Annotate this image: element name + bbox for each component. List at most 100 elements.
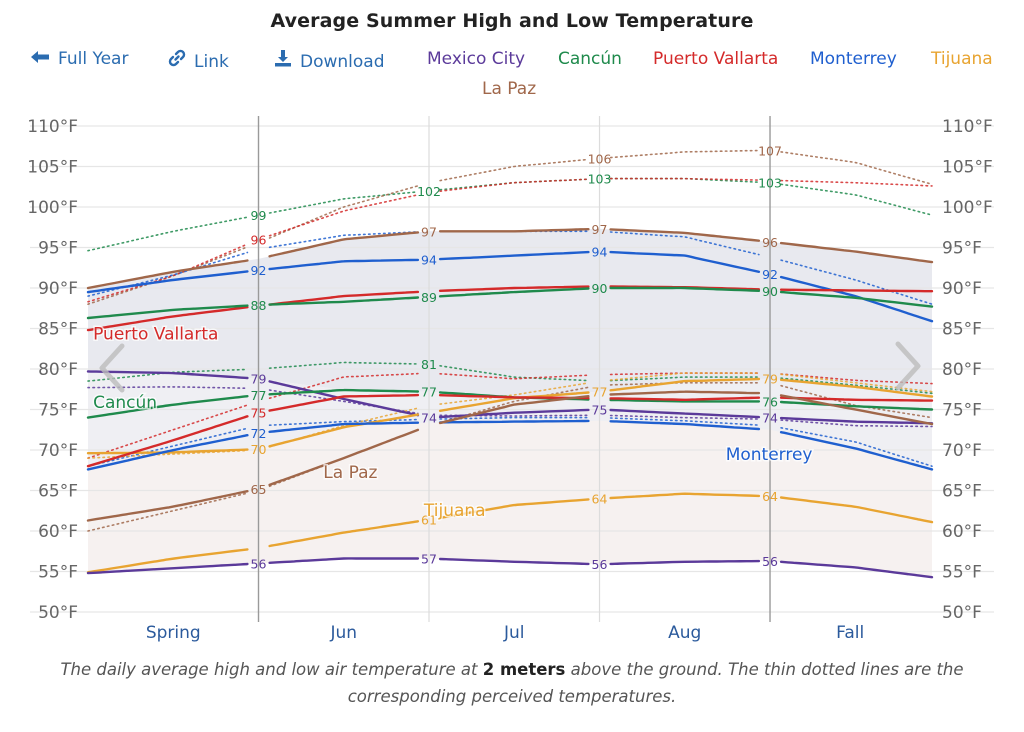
series-label-puerto-vallarta: Puerto Vallarta — [93, 324, 218, 344]
next-chevron-button[interactable] — [895, 341, 921, 391]
x-axis: Spring Jun Jul Aug Fall — [146, 623, 864, 643]
legend-mexico-city[interactable]: Mexico City — [427, 49, 526, 69]
series-segment — [268, 258, 420, 271]
prev-chevron-button[interactable] — [99, 343, 125, 393]
series-segment — [268, 194, 419, 237]
series-segment — [780, 427, 933, 467]
link-button[interactable]: Link — [168, 49, 229, 72]
series-segment — [86, 490, 249, 522]
series-segment — [779, 275, 934, 323]
y-tick-left: 85°F — [38, 320, 78, 340]
series-segment — [609, 414, 760, 420]
series-segment — [779, 241, 934, 264]
y-tick-left: 55°F — [38, 563, 78, 583]
arrow-left-icon — [30, 49, 50, 69]
point-label: 106 — [588, 151, 612, 166]
point-label: 97 — [421, 224, 437, 239]
series-label-cancun: Cancún — [93, 393, 157, 413]
series-segment — [780, 151, 933, 186]
point-label: 56 — [762, 554, 778, 569]
series-segment — [86, 548, 249, 574]
series-la-paz-perceived-high — [87, 149, 933, 305]
y-tick-right: 75°F — [942, 401, 982, 421]
series-segment — [779, 560, 934, 579]
series-puerto-vallarta-perceived-high — [87, 177, 933, 303]
series-segment — [86, 304, 249, 320]
download-button[interactable]: Download — [274, 49, 385, 72]
point-label: 77 — [251, 388, 267, 403]
legend-monterrey[interactable]: Monterrey — [810, 49, 897, 69]
point-label: 107 — [758, 143, 782, 158]
point-label: 65 — [251, 482, 267, 497]
full-year-button[interactable]: Full Year — [30, 49, 128, 69]
y-tick-left: 70°F — [38, 441, 78, 461]
series-segment — [438, 228, 590, 233]
series-segment — [87, 251, 249, 297]
y-tick-left: 65°F — [38, 482, 78, 502]
series-segment — [609, 228, 761, 242]
series-segment — [779, 400, 934, 411]
legend-tijuana[interactable]: Tijuana — [931, 49, 993, 69]
y-tick-right: 70°F — [942, 441, 982, 461]
series-mexico-city-high — [86, 370, 934, 425]
series-segment — [609, 398, 761, 403]
series-segment — [609, 149, 760, 159]
x-tick-aug: Aug — [668, 623, 701, 643]
point-label: 64 — [762, 489, 778, 504]
series-segment — [268, 296, 420, 306]
y-tick-left: 105°F — [27, 158, 78, 178]
y-tick-left: 100°F — [27, 198, 78, 218]
point-label: 103 — [758, 176, 782, 191]
point-label: 102 — [417, 184, 441, 199]
series-segment — [609, 376, 760, 382]
series-segment — [87, 386, 249, 389]
series-segment — [268, 520, 420, 548]
series-segment — [438, 395, 590, 425]
series-segment — [609, 231, 760, 256]
series-segment — [268, 231, 420, 258]
series-segment — [268, 290, 420, 306]
point-label: 92 — [251, 263, 267, 278]
series-segment — [779, 288, 934, 293]
point-label: 99 — [251, 208, 267, 223]
point-label: 94 — [592, 245, 608, 260]
y-axis-right: 50°F 55°F 60°F 65°F 70°F 75°F 80°F 85°F 90°F 95°F… — [942, 117, 993, 623]
series-segment — [438, 498, 590, 519]
caption-bold: 2 meters — [482, 660, 566, 679]
point-label: 103 — [588, 172, 612, 187]
series-segment — [268, 428, 420, 487]
y-tick-right: 50°F — [942, 603, 982, 623]
series-segment — [268, 231, 419, 249]
link-label: Link — [194, 52, 229, 72]
series-label-tijuana: Tijuana — [423, 501, 486, 521]
series-segment — [609, 286, 761, 292]
legend-la-paz[interactable]: La Paz — [482, 79, 537, 99]
series-segment — [609, 177, 760, 181]
series-segment — [438, 285, 590, 292]
full-year-label: Full Year — [58, 49, 129, 69]
series-tijuana-low — [86, 492, 934, 574]
series-segment — [86, 306, 249, 332]
point-label: 77 — [592, 385, 608, 400]
caption-text-1: The daily average high and low air tempe… — [60, 660, 483, 679]
toolbar: Full Year Link Download Mexico City Canc… — [0, 47, 1024, 107]
series-segment — [86, 370, 249, 380]
point-label: 77 — [421, 385, 437, 400]
legend-cancun[interactable]: Cancún — [558, 49, 622, 69]
point-label: 79 — [762, 372, 778, 387]
series-segment — [87, 243, 249, 303]
point-label: 56 — [251, 556, 267, 571]
series-segment — [609, 396, 761, 402]
series-segment — [609, 492, 761, 500]
chart-caption: The daily average high and low air tempe… — [40, 656, 984, 710]
series-segment — [779, 431, 934, 471]
series-segment — [779, 394, 934, 426]
point-label: 61 — [421, 513, 437, 528]
download-icon — [274, 49, 292, 72]
series-segment — [86, 395, 249, 419]
download-label: Download — [300, 52, 385, 72]
series-segment — [268, 388, 420, 396]
series-segment — [609, 381, 760, 386]
series-la-paz-high — [86, 228, 934, 290]
legend-puerto-vallarta[interactable]: Puerto Vallarta — [653, 49, 779, 69]
